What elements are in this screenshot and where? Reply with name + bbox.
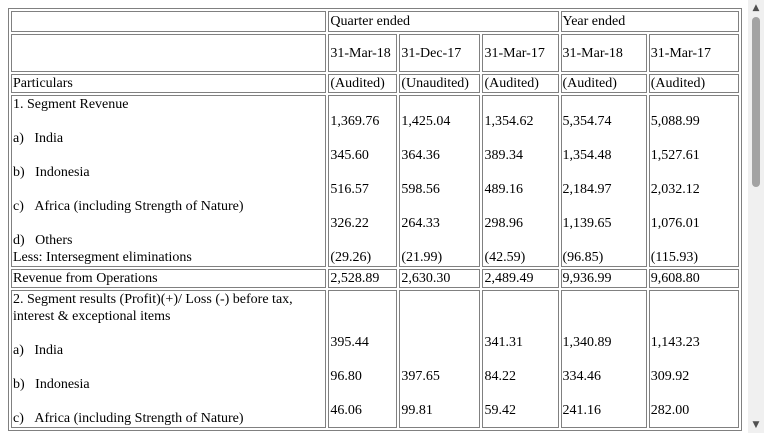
value-cell: 1,425.04 [401, 114, 451, 129]
segment-label: b) Indonesia [13, 377, 90, 392]
section-title: 2. Segment results (Profit)(+)/ Loss (-)… [13, 292, 293, 324]
value-cell: 241.16 [562, 402, 602, 418]
vertical-scrollbar[interactable]: ▲ ▼ [748, 0, 764, 433]
segment-label: d) Others [13, 233, 73, 248]
revenue-values-col: 1,354.62 389.34 489.16 298.96 (42.59) [482, 95, 559, 267]
scroll-up-arrow-icon[interactable]: ▲ [752, 3, 760, 13]
value-cell: 1,527.61 [650, 148, 700, 163]
section-title: 1. Segment Revenue [13, 97, 129, 112]
revenue-values-col: 5,088.99 1,527.61 2,032.12 1,076.01 (115… [648, 95, 739, 267]
value-cell: 345.60 [330, 148, 369, 163]
value-cell: 9,936.99 [560, 269, 647, 288]
revenue-values-col: 1,369.76 345.60 516.57 326.22 (29.26) [328, 95, 398, 267]
audit-status: (Audited) [482, 74, 559, 93]
revenue-from-operations-row: Revenue from Operations 2,528.89 2,630.3… [11, 269, 739, 288]
date-header: 31-Mar-17 [648, 34, 739, 72]
value-cell: 364.36 [401, 148, 440, 163]
value-cell: 5,354.74 [562, 114, 612, 129]
audit-status: (Audited) [328, 74, 398, 93]
audit-status: (Audited) [560, 74, 647, 93]
header-blank [11, 34, 327, 72]
value-cell: 46.06 [330, 402, 362, 418]
value-cell: 1,369.76 [330, 114, 380, 129]
segment-results-labels: 2. Segment results (Profit)(+)/ Loss (-)… [11, 290, 327, 428]
value-cell: 1,139.65 [562, 216, 612, 231]
value-cell: 1,143.23 [650, 334, 700, 350]
results-values-col: 341.31 84.22 59.42 [482, 290, 559, 428]
date-header: 31-Mar-18 [560, 34, 647, 72]
value-cell: 96.80 [330, 368, 362, 384]
value-cell: 516.57 [330, 182, 369, 197]
value-cell: (42.59) [484, 250, 526, 265]
value-cell: 1,076.01 [650, 216, 700, 231]
quarter-ended-header: Quarter ended [328, 11, 559, 32]
particulars-header: Particulars [11, 74, 327, 93]
value-cell: 326.22 [330, 216, 369, 231]
value-cell: 9,608.80 [648, 269, 739, 288]
scrollbar-thumb[interactable] [752, 17, 760, 187]
value-cell: (21.99) [401, 250, 443, 265]
value-cell: 2,032.12 [650, 182, 700, 197]
value-cell: 84.22 [484, 368, 516, 384]
segment-label: a) India [13, 131, 64, 146]
value-cell: 298.96 [484, 216, 523, 231]
scroll-down-arrow-icon[interactable]: ▼ [752, 420, 760, 430]
header-row-dates: 31-Mar-18 31-Dec-17 31-Mar-17 31-Mar-18 … [11, 34, 739, 72]
value-cell: 598.56 [401, 182, 440, 197]
value-cell: 397.65 [401, 368, 440, 384]
header-blank [11, 11, 327, 32]
segment-label: a) India [13, 343, 64, 358]
value-cell: 2,184.97 [562, 182, 612, 197]
segment-revenue-block: 1. Segment Revenue a) India b) Indonesia… [11, 95, 739, 267]
row-label: Revenue from Operations [11, 269, 327, 288]
header-row-period: Quarter ended Year ended [11, 11, 739, 32]
value-cell: 1,340.89 [562, 334, 612, 350]
value-cell: 264.33 [401, 216, 440, 231]
value-cell: 99.81 [401, 402, 433, 418]
segment-results-table: Quarter ended Year ended 31-Mar-18 31-De… [8, 8, 742, 431]
revenue-values-col: 5,354.74 1,354.48 2,184.97 1,139.65 (96.… [560, 95, 647, 267]
value-cell: (115.93) [650, 250, 698, 265]
date-header: 31-Mar-17 [482, 34, 559, 72]
results-values-col: 395.44 96.80 46.06 [328, 290, 398, 428]
revenue-values-col: 1,425.04 364.36 598.56 264.33 (21.99) [399, 95, 481, 267]
results-values-col: 1,143.23 309.92 282.00 [648, 290, 739, 428]
audit-status: (Unaudited) [399, 74, 481, 93]
elimination-label: Less: Intersegment eliminations [13, 250, 192, 265]
value-cell: 389.34 [484, 148, 523, 163]
value-cell: 489.16 [484, 182, 523, 197]
date-header: 31-Mar-18 [328, 34, 398, 72]
value-cell: 309.92 [650, 368, 690, 384]
value-cell: 1,354.62 [484, 114, 534, 129]
header-row-audit: Particulars (Audited) (Unaudited) (Audit… [11, 74, 739, 93]
value-cell: (29.26) [330, 250, 372, 265]
segment-label: c) Africa (including Strength of Nature) [13, 411, 244, 426]
segment-results-block: 2. Segment results (Profit)(+)/ Loss (-)… [11, 290, 739, 428]
segment-revenue-labels: 1. Segment Revenue a) India b) Indonesia… [11, 95, 327, 267]
value-cell: 341.31 [484, 334, 523, 350]
value-cell: 282.00 [650, 402, 690, 418]
value-cell: 334.46 [562, 368, 602, 384]
value-cell: 5,088.99 [650, 114, 700, 129]
value-cell: 59.42 [484, 402, 516, 418]
audit-status: (Audited) [648, 74, 739, 93]
value-cell: 1,354.48 [562, 148, 612, 163]
value-cell: (96.85) [562, 250, 604, 265]
date-header: 31-Dec-17 [399, 34, 481, 72]
segment-label: c) Africa (including Strength of Nature) [13, 199, 244, 214]
value-cell: 2,528.89 [328, 269, 398, 288]
document-viewport: Quarter ended Year ended 31-Mar-18 31-De… [8, 8, 742, 431]
value-cell: 395.44 [330, 334, 369, 350]
value-cell: 2,489.49 [482, 269, 559, 288]
year-ended-header: Year ended [560, 11, 739, 32]
segment-label: b) Indonesia [13, 165, 90, 180]
results-values-col: 397.65 99.81 [399, 290, 481, 428]
results-values-col: 1,340.89 334.46 241.16 [560, 290, 647, 428]
value-cell: 2,630.30 [399, 269, 481, 288]
